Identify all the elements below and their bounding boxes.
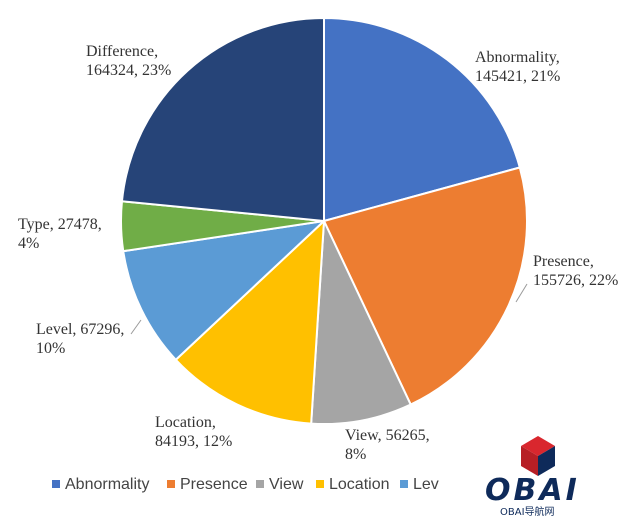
leader-line-level bbox=[130, 319, 142, 335]
pie-slices bbox=[120, 16, 528, 425]
legend-label-view: View bbox=[269, 476, 304, 493]
legend: Abnormality Presence View Location Lev bbox=[52, 476, 439, 493]
pie-slice-location bbox=[174, 218, 326, 425]
data-label-abnormality: Abnormality, 145421, 21% bbox=[475, 49, 560, 85]
pie-slice-view bbox=[310, 220, 413, 425]
data-label-presence: Presence, 155726, 22% bbox=[533, 253, 618, 289]
leader-line-presence bbox=[515, 283, 528, 303]
obai-watermark: OBAI OBAI导航网 bbox=[485, 436, 580, 518]
cube-logo-icon bbox=[521, 436, 555, 476]
legend-label-location: Location bbox=[329, 476, 390, 493]
pie-slice-difference bbox=[120, 16, 325, 223]
data-label-difference: Difference, 164324, 23% bbox=[86, 43, 171, 79]
legend-swatch-abnormality bbox=[52, 480, 60, 488]
data-label-level: Level, 67296, 10% bbox=[36, 321, 124, 357]
data-label-view: View, 56265, 8% bbox=[345, 427, 430, 463]
leader-lines bbox=[130, 283, 528, 335]
data-label-location: Location, 84193, 12% bbox=[155, 414, 232, 450]
pie-slice-abnormality bbox=[323, 16, 522, 223]
pie-slice-level bbox=[122, 219, 328, 362]
legend-swatch-view bbox=[256, 480, 264, 488]
legend-label-lev: Lev bbox=[413, 476, 439, 493]
legend-swatch-presence bbox=[167, 480, 175, 488]
legend-swatch-location bbox=[316, 480, 324, 488]
pie-slice-presence bbox=[322, 166, 528, 406]
logo-text: OBAI bbox=[485, 473, 580, 508]
data-labels: Abnormality, 145421, 21% Presence, 155726, … bbox=[18, 43, 618, 463]
logo-subtext: OBAI导航网 bbox=[500, 505, 555, 518]
legend-label-presence: Presence bbox=[180, 476, 248, 493]
legend-label-abnormality: Abnormality bbox=[65, 476, 149, 493]
data-label-type: Type, 27478, 4% bbox=[18, 216, 102, 252]
legend-swatch-lev bbox=[400, 480, 408, 488]
